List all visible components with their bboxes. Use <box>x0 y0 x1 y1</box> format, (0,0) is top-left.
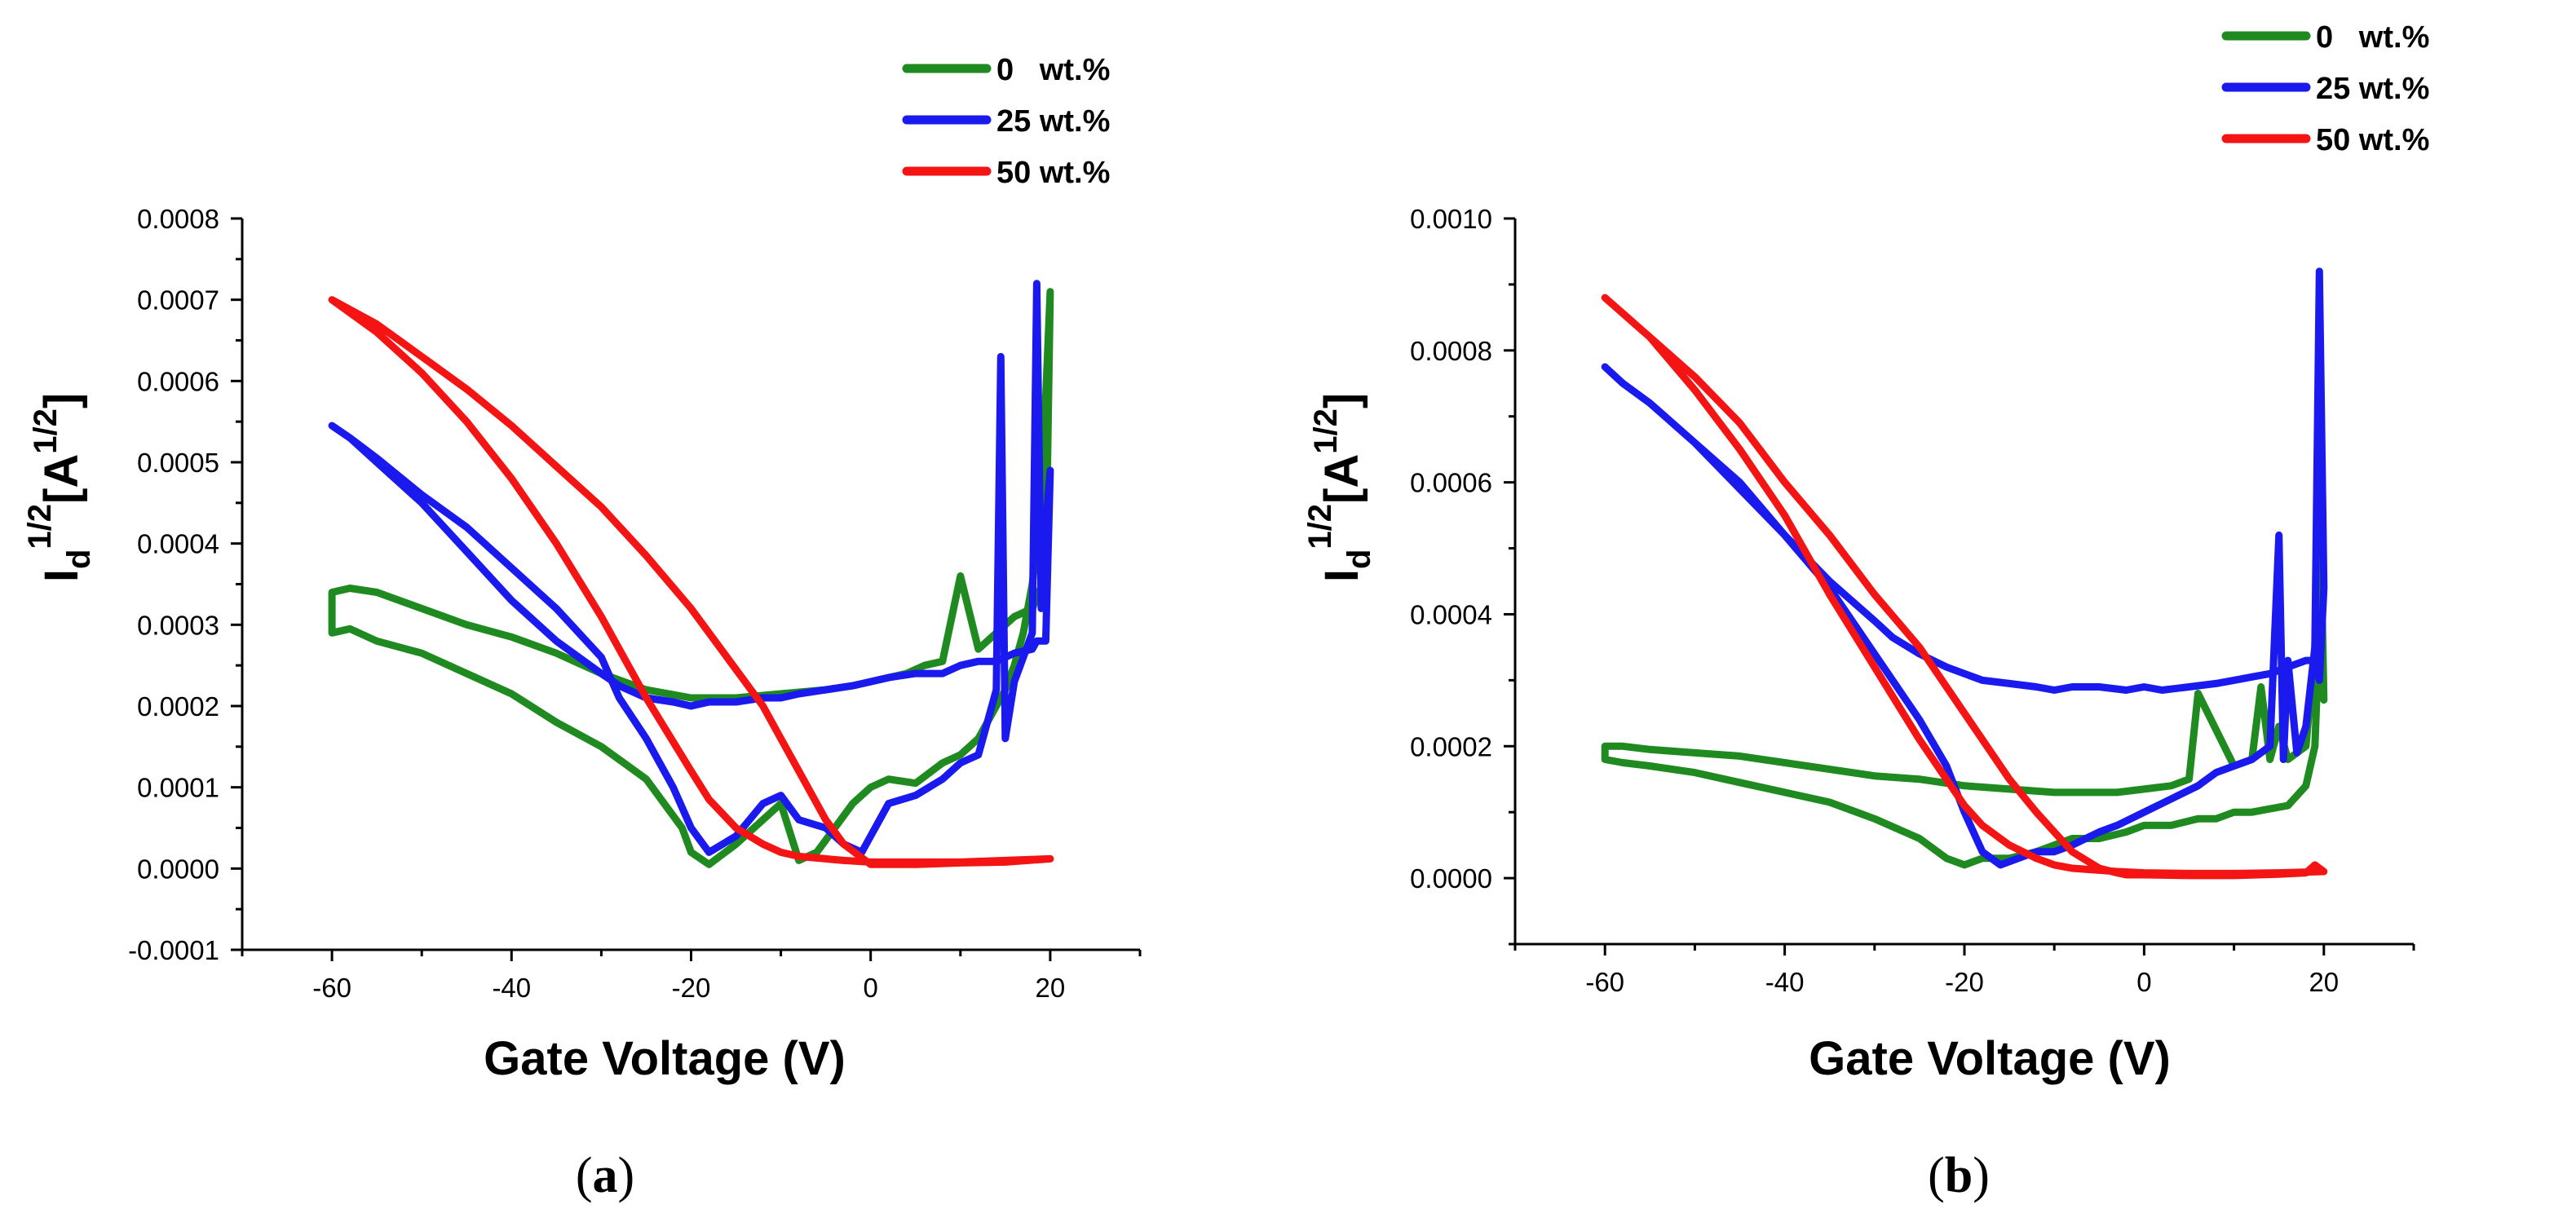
caption-b: (b) <box>1928 1148 1990 1203</box>
panel-b: Id1/2[A1/2] Gate Voltage (V) 0 wt.% 25 wt… <box>1302 20 2429 1203</box>
legend-label-0: 0 wt.% <box>996 53 1110 87</box>
y-tick-label: 0.0008 <box>137 204 219 234</box>
y-tick-label: 0.0002 <box>1410 731 1492 761</box>
panel-a: Id1/2[A1/2] Gate Voltage (V) 0 wt.% 25 wt… <box>22 53 1142 1203</box>
x-tick-label: 0 <box>864 973 878 1003</box>
x-tick-label: -60 <box>1585 967 1624 997</box>
y-tick-label: 0.0006 <box>1410 468 1492 498</box>
legend-label-2: 50 wt.% <box>996 156 1110 190</box>
y-axis-label: Id1/2[A1/2] <box>22 393 97 582</box>
y-tick-label: 0.0004 <box>137 529 219 559</box>
y-tick-label: 0.0003 <box>137 610 219 640</box>
x-tick-label: 20 <box>2309 967 2339 997</box>
y-tick-label: 0.0004 <box>1410 599 1492 629</box>
x-tick-label: 0 <box>2136 967 2151 997</box>
x-tick-label: -60 <box>312 973 351 1003</box>
series-line-2 <box>328 296 1054 868</box>
x-tick-label: 20 <box>1036 973 1066 1003</box>
x-axis-label: Gate Voltage (V) <box>484 1032 846 1085</box>
legend-label-2: 50 wt.% <box>2316 123 2429 157</box>
y-tick-label: 0.0008 <box>1410 336 1492 366</box>
axis-ticks: -60 -40 -20 0 20 0.0000 0.0002 0.0004 0.0006 0.00… <box>1410 204 2415 997</box>
caption-a: (a) <box>576 1148 634 1203</box>
axes <box>1513 218 2414 946</box>
legend-label-1: 25 wt.% <box>2316 72 2429 106</box>
y-tick-label: 0.0000 <box>1410 863 1492 894</box>
x-tick-label: -20 <box>672 973 711 1003</box>
series-group <box>1601 267 2328 880</box>
y-tick-label: 0.0005 <box>137 448 219 478</box>
series-group <box>328 280 1054 868</box>
axes <box>241 218 1140 951</box>
series-line-1 <box>1601 267 2328 869</box>
y-axis-label: Id1/2[A1/2] <box>1302 393 1377 582</box>
legend-label-0: 0 wt.% <box>2316 20 2429 55</box>
y-tick-label: -0.0001 <box>128 935 219 965</box>
axis-ticks: -60 -40 -20 0 20 -0.0001 0.0000 0.0001 0.0002 0.0… <box>128 204 1142 1003</box>
legend-label-1: 25 wt.% <box>996 104 1110 139</box>
y-tick-label: 0.0006 <box>137 366 219 396</box>
series-line-2 <box>1601 294 2328 880</box>
x-tick-label: -20 <box>1945 967 1984 997</box>
y-tick-label: 0.0001 <box>137 773 219 803</box>
y-tick-label: 0.0010 <box>1410 204 1492 234</box>
svg-text:Id1/2[A1/2]: Id1/2[A1/2] <box>22 393 97 582</box>
legend: 0 wt.% 25 wt.% 50 wt.% <box>902 53 1110 190</box>
y-tick-label: 0.0000 <box>137 854 219 884</box>
svg-text:Id1/2[A1/2]: Id1/2[A1/2] <box>1302 393 1377 582</box>
x-tick-label: -40 <box>492 973 531 1003</box>
x-axis-label: Gate Voltage (V) <box>1809 1032 2171 1085</box>
x-tick-label: -40 <box>1765 967 1805 997</box>
y-tick-label: 0.0002 <box>137 691 219 722</box>
legend: 0 wt.% 25 wt.% 50 wt.% <box>2221 20 2429 157</box>
series-line-1 <box>328 280 1054 856</box>
y-tick-label: 0.0007 <box>137 285 219 316</box>
